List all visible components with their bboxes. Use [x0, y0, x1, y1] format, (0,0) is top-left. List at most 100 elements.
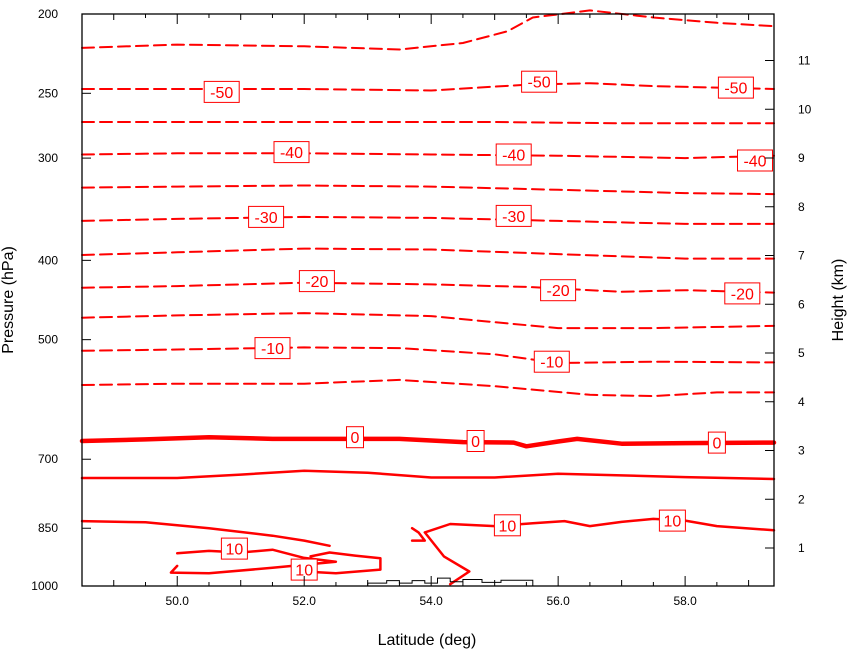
contour-label-4: -40 — [495, 143, 532, 166]
contour-label-box — [254, 337, 291, 360]
terrain-outline — [367, 577, 534, 586]
contour-line-minus35-4 — [81, 184, 775, 196]
contour-line-minus45-2 — [81, 121, 775, 125]
terrain-step-line — [367, 577, 534, 586]
contour-label-text: -20 — [731, 286, 754, 303]
contour-line-minus5-10 — [81, 378, 775, 398]
contour-label-text: -10 — [261, 341, 284, 358]
contour-label-box — [248, 205, 285, 228]
contour-label-box — [724, 282, 761, 305]
contour-label-16: 10 — [493, 514, 521, 537]
x-tick-label: 50.0 — [166, 594, 190, 608]
contour-label-text: 10 — [664, 514, 682, 531]
height-tick-label: 5 — [798, 346, 805, 360]
contour-label-text: 0 — [351, 430, 360, 447]
contour-label-9: -20 — [540, 279, 577, 302]
contour-label-2: -50 — [717, 76, 754, 99]
contour-label-box — [717, 76, 754, 99]
contour-label-7: -30 — [495, 204, 532, 227]
pressure-tick-label: 850 — [38, 521, 58, 535]
pressure-tick-label: 400 — [38, 253, 58, 267]
contour-label-box — [495, 143, 532, 166]
contour-label-text: -30 — [255, 210, 278, 227]
contour-line-10-16 — [302, 551, 382, 575]
contour-line-minus50-1 — [81, 82, 775, 92]
contour-label-19: 10 — [290, 558, 318, 581]
contour-label-box — [707, 431, 726, 454]
contour-line-minus40-3 — [81, 152, 775, 160]
contour-label-box — [346, 426, 364, 449]
contour-label-8: -20 — [298, 270, 335, 293]
contour-label-17: 10 — [658, 509, 686, 532]
contour-line-minus10-9 — [81, 346, 775, 364]
contour-label-box — [495, 204, 532, 227]
contour-label-box — [540, 279, 577, 302]
contour-line-minus30-5 — [81, 215, 775, 225]
pressure-tick-label: 250 — [38, 86, 58, 100]
contour-label-box — [533, 350, 570, 373]
contour-line-10-14 — [423, 517, 776, 586]
contour-label-13: 0 — [346, 426, 364, 449]
contour-line-minus55-0 — [81, 9, 775, 51]
contour-label-text: 10 — [499, 518, 517, 535]
contour-label-text: -40 — [743, 154, 766, 171]
height-tick-label: 2 — [798, 492, 805, 506]
contour-label-text: -40 — [280, 145, 303, 162]
contour-label-box — [220, 537, 248, 560]
contour-label-box — [737, 149, 773, 172]
contour-label-5: -40 — [737, 149, 773, 172]
pressure-tick-label: 200 — [38, 7, 58, 21]
height-tick-label: 7 — [798, 249, 805, 263]
contour-label-0: -50 — [203, 80, 240, 103]
y-axis-left-title: Pressure (hPa) — [0, 246, 17, 354]
pressure-tick-label: 1000 — [31, 579, 58, 593]
contour-line-minus25-6 — [81, 247, 775, 260]
height-tick-label: 11 — [798, 54, 811, 68]
contour-label-6: -30 — [248, 205, 285, 228]
pressure-tick-label: 700 — [38, 452, 58, 466]
contour-label-text: -40 — [502, 148, 525, 165]
contour-label-text: -30 — [502, 209, 525, 226]
x-tick-label: 56.0 — [546, 594, 570, 608]
contour-label-text: 10 — [226, 542, 244, 559]
contour-label-box — [493, 514, 521, 537]
contour-line-10-13 — [80, 519, 331, 548]
x-tick-label: 54.0 — [419, 594, 443, 608]
height-tick-label: 6 — [798, 297, 805, 311]
contour-label-box — [298, 270, 335, 293]
contour-label-box — [658, 509, 686, 532]
contour-label-11: -10 — [254, 337, 291, 360]
contour-label-3: -40 — [273, 141, 310, 164]
height-tick-label: 8 — [798, 200, 805, 214]
contour-label-box — [273, 141, 310, 164]
pressure-tick-label: 500 — [38, 333, 58, 347]
contour-label-box — [203, 80, 240, 103]
contour-label-10: -20 — [724, 282, 761, 305]
contour-label-18: 10 — [220, 537, 248, 560]
contour-label-12: -10 — [533, 350, 570, 373]
contour-label-text: -20 — [547, 283, 570, 300]
contour-label-box — [466, 430, 485, 452]
height-tick-label: 10 — [798, 102, 812, 116]
height-tick-label: 1 — [798, 541, 805, 555]
contour-label-text: 0 — [712, 436, 721, 453]
plot-frame — [81, 13, 775, 587]
contour-label-box — [521, 70, 558, 93]
contour-label-14: 0 — [466, 430, 485, 452]
height-tick-label: 4 — [798, 395, 805, 409]
contour-line-0-11 — [79, 434, 777, 449]
contour-label-1: -50 — [521, 70, 558, 93]
contour-line-5-12 — [80, 469, 776, 481]
contour-lines — [79, 9, 777, 586]
axes: 50.0 52.0 54.0 56.0 58.020025030040050070085… — [31, 7, 811, 608]
contour-label-text: -50 — [724, 81, 747, 98]
contour-label-text: -10 — [540, 355, 563, 372]
contour-label-text: 10 — [295, 563, 313, 580]
contour-labels: -50 -50 -50 -40 -40 -40 -30 -30 -20 -20 -20 -10 -10 0… — [203, 70, 773, 581]
x-axis-title: Latitude (deg) — [378, 632, 477, 649]
height-tick-label: 9 — [798, 151, 805, 165]
contour-label-text: 0 — [471, 434, 480, 451]
contour-line-10-17 — [410, 526, 427, 542]
height-tick-label: 3 — [798, 444, 805, 458]
contour-line-minus20-7 — [81, 281, 775, 294]
